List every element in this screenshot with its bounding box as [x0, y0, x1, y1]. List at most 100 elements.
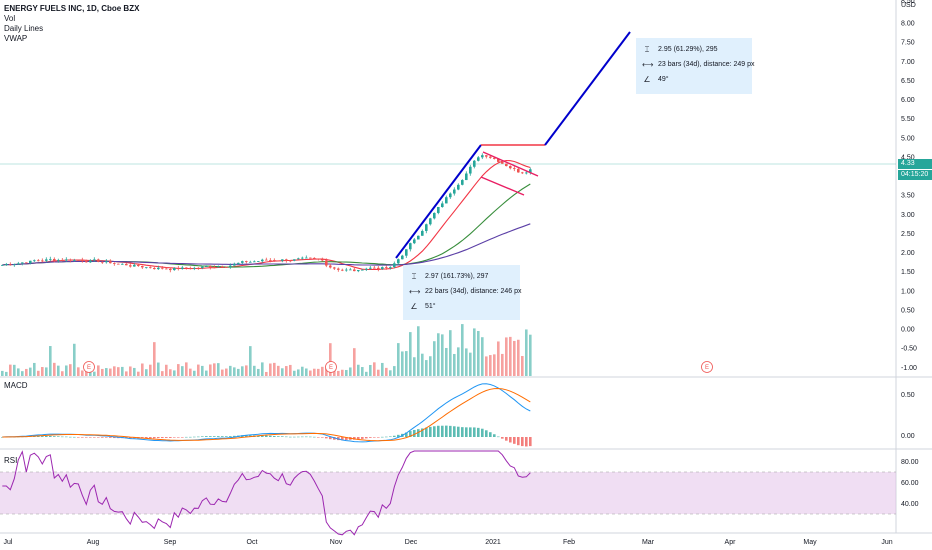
candle-body[interactable]: [293, 259, 296, 261]
candle-body[interactable]: [17, 263, 20, 265]
candle-body[interactable]: [345, 269, 348, 271]
candle-body[interactable]: [337, 268, 340, 270]
candle-body[interactable]: [133, 264, 136, 267]
candle-body[interactable]: [481, 155, 484, 158]
candle-body[interactable]: [493, 157, 496, 159]
candle-body[interactable]: [121, 263, 124, 265]
measure-box-upper[interactable]: ⌶ 2.95 (61.29%), 295 ⟷ 23 bars (34d), dist…: [636, 38, 755, 94]
candle-body[interactable]: [169, 268, 172, 271]
candle-body[interactable]: [193, 267, 196, 269]
candle-body[interactable]: [425, 224, 428, 231]
candle-body[interactable]: [253, 261, 256, 263]
candle-body[interactable]: [277, 260, 280, 262]
candle-body[interactable]: [405, 249, 408, 256]
candle-body[interactable]: [1, 264, 4, 266]
candle-body[interactable]: [89, 260, 92, 263]
candle-body[interactable]: [409, 243, 412, 250]
candle-body[interactable]: [361, 269, 364, 271]
candle-body[interactable]: [225, 266, 228, 268]
candle-body[interactable]: [313, 257, 316, 259]
candle-body[interactable]: [289, 260, 292, 262]
candle-body[interactable]: [417, 235, 420, 240]
candle-body[interactable]: [117, 263, 120, 265]
candle-body[interactable]: [29, 260, 32, 264]
candle-body[interactable]: [497, 158, 500, 162]
candle-body[interactable]: [485, 155, 488, 157]
candle-body[interactable]: [509, 166, 512, 169]
candle-body[interactable]: [37, 260, 40, 262]
candle-body[interactable]: [137, 264, 140, 266]
candle-body[interactable]: [81, 260, 84, 262]
candle-body[interactable]: [65, 259, 68, 261]
candle-body[interactable]: [473, 160, 476, 167]
candle-body[interactable]: [241, 261, 244, 263]
candle-body[interactable]: [333, 267, 336, 269]
earnings-badge[interactable]: [325, 361, 337, 373]
candle-body[interactable]: [237, 262, 240, 264]
candle-body[interactable]: [309, 257, 312, 259]
candle-body[interactable]: [489, 156, 492, 158]
candle-body[interactable]: [445, 197, 448, 204]
candle-body[interactable]: [257, 261, 260, 263]
candle-body[interactable]: [349, 269, 352, 271]
trend-line-projection[interactable]: [544, 31, 631, 146]
legend-vwap[interactable]: VWAP: [4, 34, 28, 43]
candle-body[interactable]: [221, 266, 224, 268]
macd-label[interactable]: MACD: [4, 381, 28, 390]
candle-body[interactable]: [101, 261, 104, 263]
candle-body[interactable]: [437, 207, 440, 213]
candle-body[interactable]: [73, 260, 76, 261]
candle-body[interactable]: [321, 259, 324, 261]
candle-body[interactable]: [213, 267, 216, 269]
candle-body[interactable]: [69, 259, 72, 261]
earnings-badge[interactable]: [83, 361, 95, 373]
candle-body[interactable]: [341, 269, 344, 271]
candle-body[interactable]: [369, 267, 372, 269]
candle-body[interactable]: [441, 203, 444, 208]
candle-body[interactable]: [229, 265, 232, 267]
candle-body[interactable]: [461, 180, 464, 185]
candle-body[interactable]: [381, 267, 384, 270]
candle-body[interactable]: [413, 239, 416, 244]
candle-body[interactable]: [41, 260, 44, 262]
candle-body[interactable]: [209, 266, 212, 268]
candle-body[interactable]: [273, 260, 276, 261]
candle-body[interactable]: [281, 259, 284, 261]
candle-body[interactable]: [165, 268, 168, 270]
candle-body[interactable]: [217, 266, 220, 268]
candle-body[interactable]: [13, 264, 16, 266]
candle-body[interactable]: [21, 262, 24, 264]
macd-axis[interactable]: 0.50 0.00: [901, 392, 915, 440]
candle-body[interactable]: [157, 267, 160, 270]
candle-body[interactable]: [457, 184, 460, 190]
candle-body[interactable]: [401, 255, 404, 260]
candle-body[interactable]: [285, 259, 288, 261]
candlesticks[interactable]: [1, 153, 532, 273]
candle-body[interactable]: [249, 261, 252, 263]
candle-body[interactable]: [53, 258, 56, 261]
flag-channel-upper[interactable]: [482, 151, 539, 177]
candle-body[interactable]: [269, 259, 272, 261]
candle-body[interactable]: [125, 263, 128, 266]
candle-body[interactable]: [297, 258, 300, 260]
candle-body[interactable]: [377, 267, 380, 270]
candle-body[interactable]: [205, 266, 208, 267]
candle-body[interactable]: [145, 267, 148, 269]
candle-body[interactable]: [97, 259, 100, 262]
candle-body[interactable]: [177, 268, 180, 270]
candle-body[interactable]: [265, 259, 268, 261]
candle-body[interactable]: [353, 269, 356, 272]
candle-body[interactable]: [433, 212, 436, 219]
candle-body[interactable]: [393, 263, 396, 268]
candle-body[interactable]: [245, 261, 248, 263]
candle-body[interactable]: [49, 258, 52, 260]
rsi-pane[interactable]: [2, 450, 531, 536]
candle-body[interactable]: [201, 266, 204, 268]
candle-body[interactable]: [365, 268, 368, 270]
legend-daily-lines[interactable]: Daily Lines: [4, 24, 44, 33]
earnings-badge[interactable]: [701, 361, 713, 373]
candle-body[interactable]: [153, 268, 156, 270]
candle-body[interactable]: [305, 257, 308, 259]
candle-body[interactable]: [525, 172, 528, 174]
